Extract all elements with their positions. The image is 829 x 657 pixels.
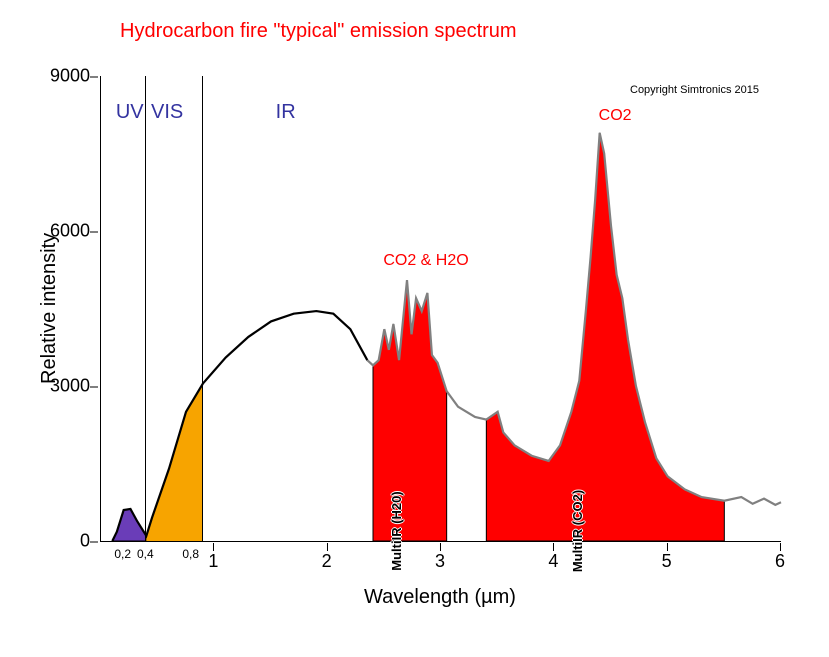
x-subtick: 0,4 [137, 547, 154, 561]
y-tick: 0 [45, 531, 90, 552]
band-label-co2: MultiIR (CO2) [570, 490, 585, 572]
y-tick: 6000 [45, 221, 90, 242]
y-tick: 3000 [45, 376, 90, 397]
spectrum-svg [101, 76, 781, 541]
chart-title: Hydrocarbon fire "typical" emission spec… [120, 20, 517, 43]
x-tick: 1 [208, 551, 218, 572]
x-subtick: 0,8 [182, 547, 199, 561]
x-tick: 6 [775, 551, 785, 572]
x-subtick: 0,2 [114, 547, 131, 561]
x-tick: 5 [662, 551, 672, 572]
copyright-text: Copyright Simtronics 2015 [630, 84, 759, 96]
y-tick: 9000 [45, 66, 90, 87]
x-tick: 3 [435, 551, 445, 572]
x-tick: 4 [548, 551, 558, 572]
band-label-h2o: MultiIR (H20) [389, 491, 404, 570]
x-axis-label: Wavelength (µm) [364, 586, 516, 609]
region-label-ir: IR [276, 101, 296, 124]
region-divider [145, 76, 146, 541]
x-tick: 2 [322, 551, 332, 572]
region-divider [202, 76, 203, 541]
region-label-vis: VIS [151, 101, 183, 124]
y-axis-label: Relative intensity [38, 232, 61, 383]
peak-label-co2: CO2 [599, 107, 632, 125]
peak-label-co2-h2o: CO2 & H2O [383, 252, 468, 270]
region-label-uv: UV [116, 101, 144, 124]
